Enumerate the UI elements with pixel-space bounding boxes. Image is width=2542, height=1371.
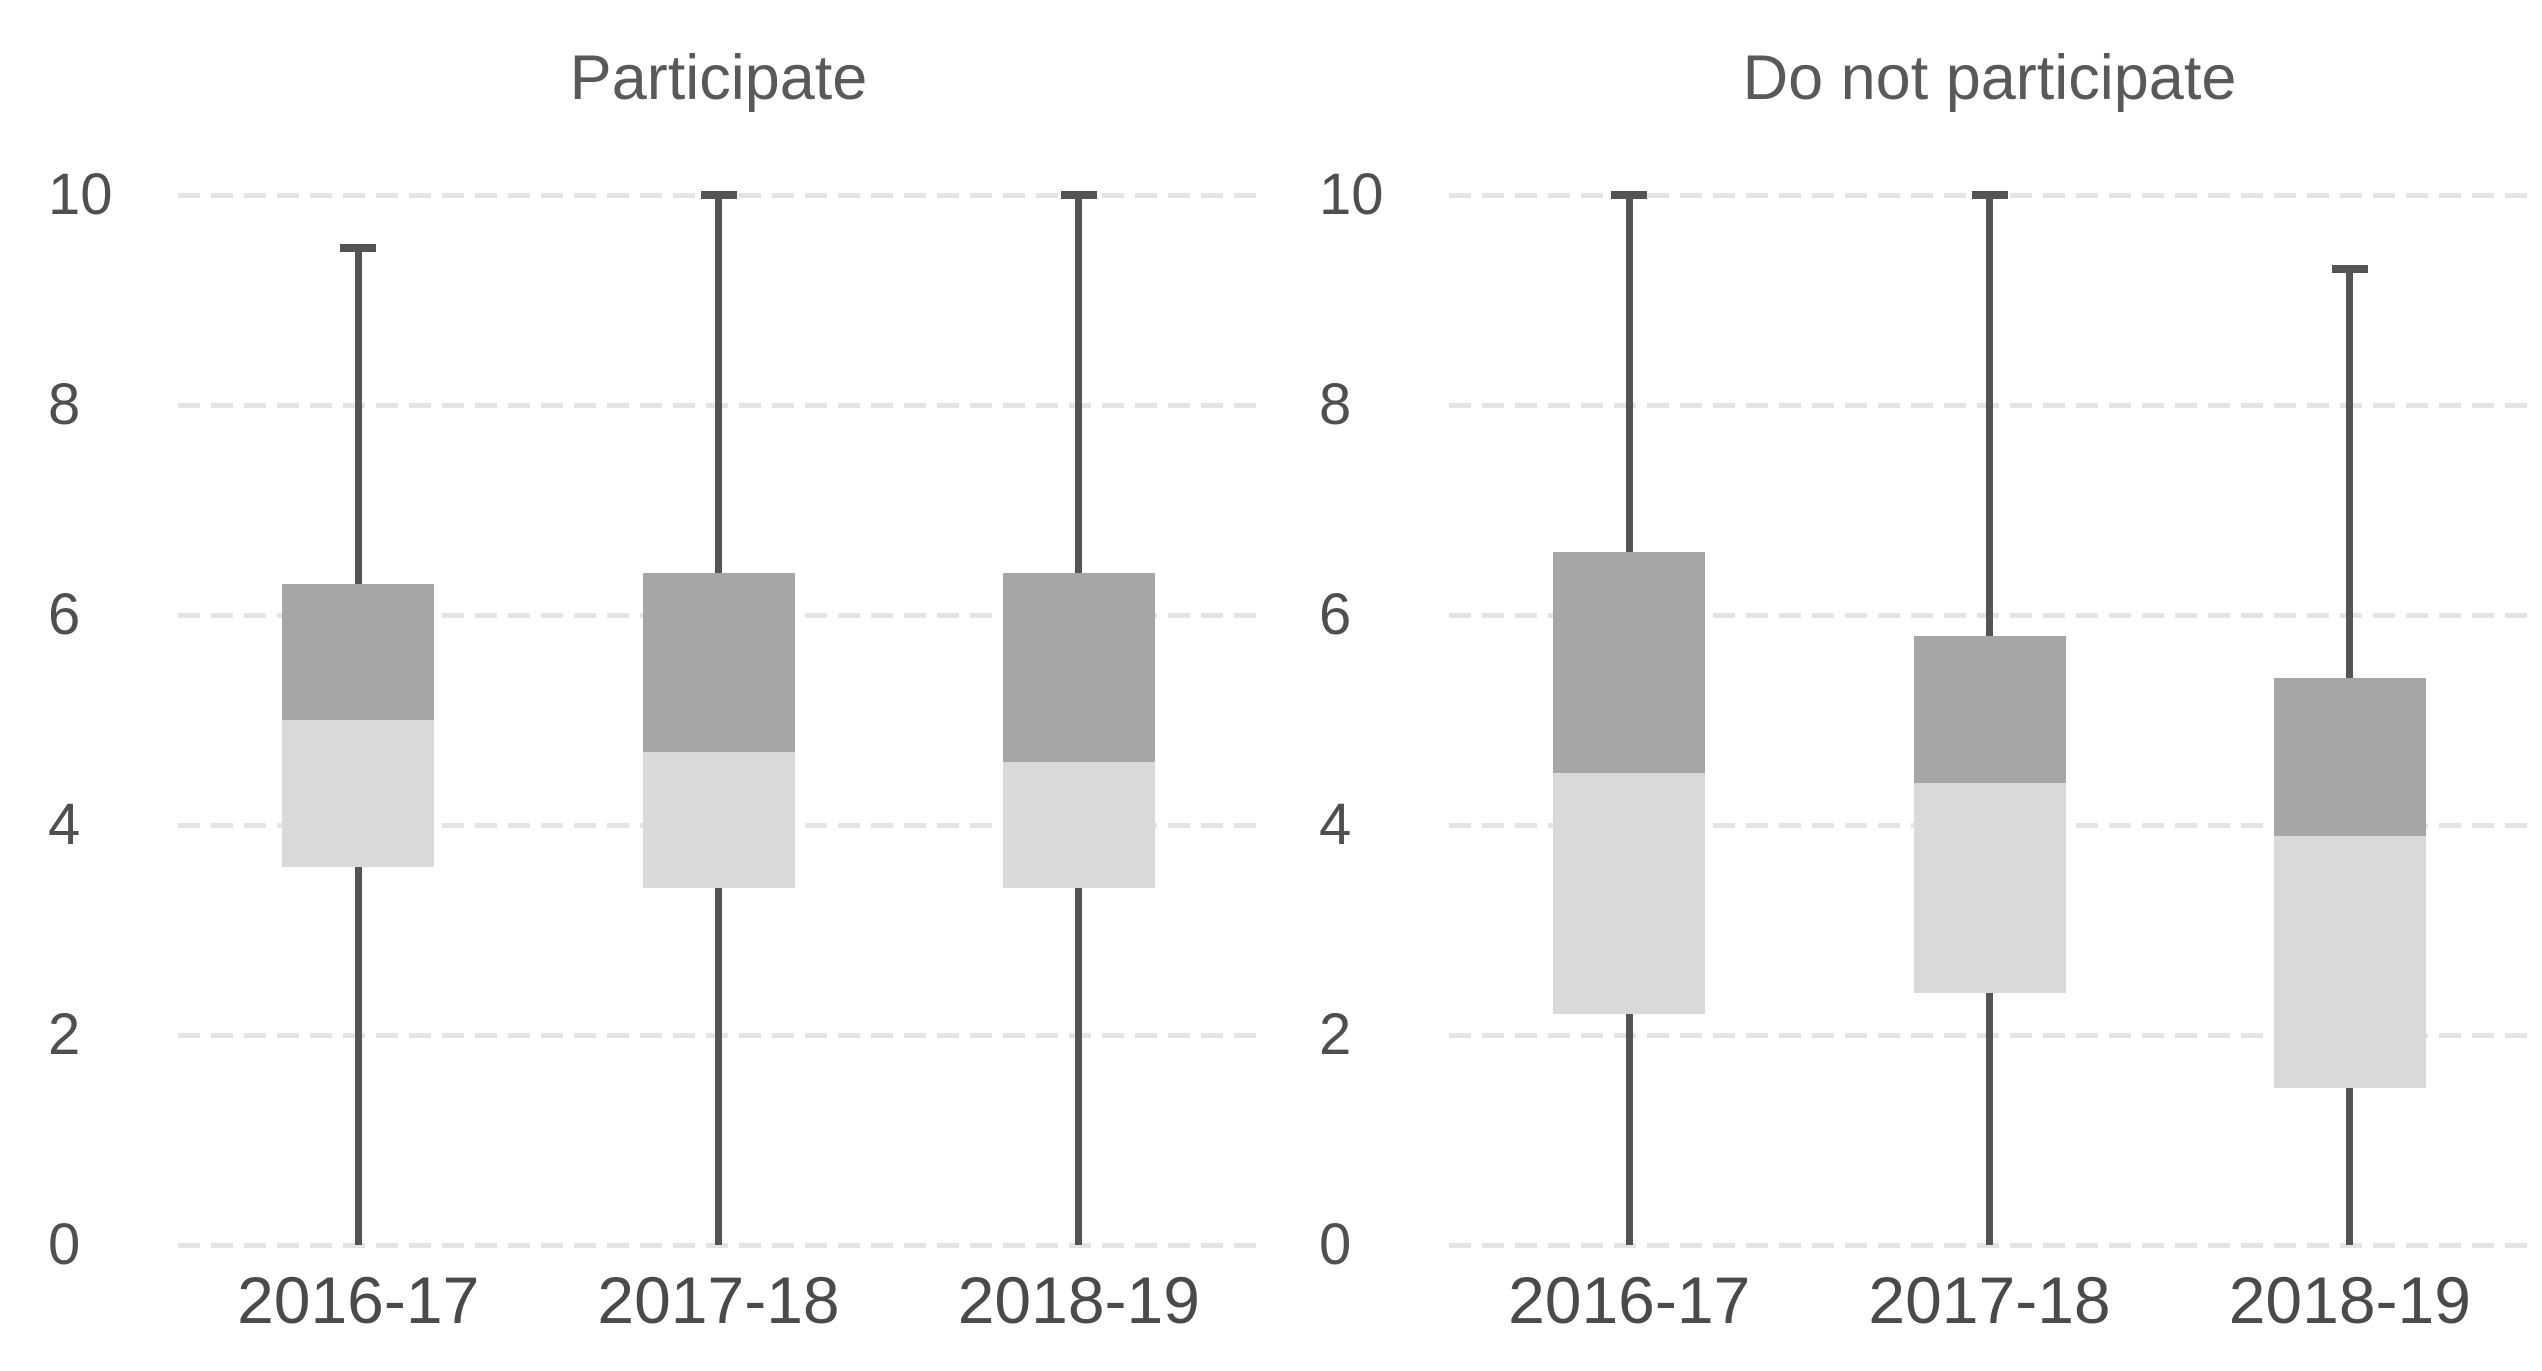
y-axis-tick-label-0: 0 [1319,1212,1352,1277]
box-lower-quartile [1553,772,1706,1014]
box-lower-quartile [2273,835,2426,1088]
chart-title-participate: Participate [569,43,868,113]
box-upper-quartile [282,583,435,720]
y-axis-tick-label-6: 6 [1319,582,1352,647]
y-axis-tick-label-0: 0 [48,1212,81,1277]
x-axis-category-label-2016-17: 2016-17 [237,1263,480,1337]
box-lower-quartile [282,720,435,867]
box-upper-quartile [642,573,795,752]
box-upper-quartile [1553,552,1706,773]
gridline-y0 [1449,1242,2530,1248]
whisker-top-cap [1060,191,1097,199]
panel-participate: Participate 0 2 4 6 8 10 2016-17 2017-18 2018-1… [48,0,1259,1371]
gridline-y0 [178,1242,1259,1248]
box-lower-quartile [1002,762,1155,888]
x-axis-category-label-2016-17: 2016-17 [1508,1263,1751,1337]
y-axis-tick-label-4: 4 [1319,792,1352,857]
y-axis-tick-label-2: 2 [48,1002,81,1067]
whisker-top-cap [700,191,737,199]
box-upper-quartile [1913,636,2066,783]
x-axis-category-label-2017-18: 2017-18 [597,1263,840,1337]
y-axis-tick-label-4: 4 [48,792,81,857]
chart-title-do-not-participate: Do not participate [1742,43,2237,113]
whisker-top-cap [1611,191,1648,199]
box-upper-quartile [1002,573,1155,762]
y-axis-tick-label-8: 8 [1319,372,1352,437]
y-axis-tick-label-6: 6 [48,582,81,647]
whisker-top-cap [1971,191,2008,199]
y-axis-tick-label-10: 10 [48,162,113,227]
box-upper-quartile [2273,678,2426,836]
box-lower-quartile [1913,783,2066,993]
y-axis-tick-label-2: 2 [1319,1002,1352,1067]
whisker-top-cap [340,243,377,252]
x-axis-category-label-2017-18: 2017-18 [1868,1263,2111,1337]
box-lower-quartile [642,751,795,888]
x-axis-category-label-2018-19: 2018-19 [957,1263,1200,1337]
plot-area-do-not-participate: 2016-17 2017-18 2018-19 [1449,0,2530,1371]
panel-do-not-participate: Do not participate 0 2 4 6 8 10 2016-17 2017-1… [1271,0,2542,1371]
whisker-top-cap [2331,264,2368,273]
x-axis-category-label-2018-19: 2018-19 [2228,1263,2471,1337]
y-axis-tick-label-10: 10 [1319,162,1384,227]
y-axis-tick-label-8: 8 [48,372,81,437]
plot-area-participate: 2016-17 2017-18 2018-19 [178,0,1259,1371]
